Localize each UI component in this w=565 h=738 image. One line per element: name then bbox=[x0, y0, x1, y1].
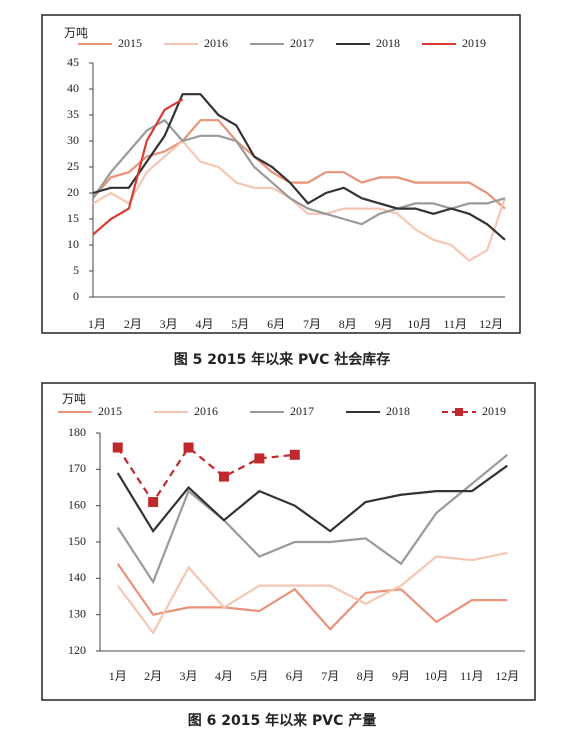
series-line bbox=[116, 563, 508, 631]
x-tick-label: 6月 bbox=[267, 317, 285, 331]
x-tick-label: 4月 bbox=[215, 669, 233, 683]
point-marker bbox=[183, 442, 194, 453]
y-tick-label: 160 bbox=[68, 497, 86, 511]
legend-label: 2019 bbox=[462, 36, 486, 50]
point-marker bbox=[148, 497, 159, 508]
x-tick-label: 1月 bbox=[109, 669, 127, 683]
legend-label: 2018 bbox=[376, 36, 400, 50]
point-marker bbox=[254, 453, 265, 464]
series-line bbox=[92, 93, 506, 241]
chart-frame bbox=[41, 382, 536, 701]
y-tick-label: 45 bbox=[67, 55, 79, 69]
y-tick-label: 140 bbox=[68, 570, 86, 584]
x-tick-label: 6月 bbox=[286, 669, 304, 683]
legend-label: 2019 bbox=[482, 404, 506, 418]
y-tick-label: 30 bbox=[67, 133, 79, 147]
y-tick-label: 130 bbox=[68, 606, 86, 620]
x-tick-label: 7月 bbox=[321, 669, 339, 683]
x-tick-label: 9月 bbox=[375, 317, 393, 331]
y-axis-label: 万吨 bbox=[64, 26, 88, 40]
x-tick-label: 5月 bbox=[250, 669, 268, 683]
legend-label: 2016 bbox=[204, 36, 228, 50]
x-tick-label: 11月 bbox=[443, 317, 467, 331]
x-tick-label: 10月 bbox=[424, 669, 448, 683]
x-tick-label: 9月 bbox=[392, 669, 410, 683]
legend-label: 2016 bbox=[194, 404, 218, 418]
series-line bbox=[92, 98, 184, 236]
y-tick-label: 5 bbox=[73, 263, 79, 277]
x-tick-label: 12月 bbox=[495, 669, 519, 683]
legend-label: 2017 bbox=[290, 36, 314, 50]
x-tick-label: 8月 bbox=[357, 669, 375, 683]
y-tick-label: 20 bbox=[67, 185, 79, 199]
chart-frame bbox=[41, 14, 521, 334]
y-tick-label: 25 bbox=[67, 159, 79, 173]
legend-label: 2017 bbox=[290, 404, 314, 418]
y-axis-label: 万吨 bbox=[62, 392, 86, 406]
x-tick-label: 2月 bbox=[124, 317, 142, 331]
y-tick-label: 170 bbox=[68, 461, 86, 475]
chart-title: 图 6 2015 年以来 PVC 产量 bbox=[188, 712, 376, 729]
x-tick-label: 4月 bbox=[195, 317, 213, 331]
y-tick-label: 40 bbox=[67, 81, 79, 95]
x-tick-label: 5月 bbox=[231, 317, 249, 331]
x-tick-label: 1月 bbox=[88, 317, 106, 331]
series-line bbox=[116, 445, 295, 505]
x-tick-label: 12月 bbox=[479, 317, 503, 331]
y-tick-label: 10 bbox=[67, 237, 79, 251]
point-marker bbox=[289, 449, 300, 460]
y-tick-label: 120 bbox=[68, 643, 86, 657]
series-line bbox=[92, 139, 507, 262]
point-marker bbox=[112, 442, 123, 453]
legend-label: 2015 bbox=[118, 36, 142, 50]
x-tick-label: 10月 bbox=[407, 317, 431, 331]
x-tick-label: 2月 bbox=[144, 669, 162, 683]
chart-title: 图 5 2015 年以来 PVC 社会库存 bbox=[174, 351, 390, 368]
point-marker bbox=[218, 471, 229, 482]
legend-marker bbox=[455, 408, 463, 416]
series-line bbox=[116, 464, 508, 534]
x-tick-label: 7月 bbox=[303, 317, 321, 331]
x-tick-label: 3月 bbox=[180, 669, 198, 683]
legend-label: 2015 bbox=[98, 404, 122, 418]
legend-label: 2018 bbox=[386, 404, 410, 418]
x-tick-label: 3月 bbox=[160, 317, 178, 331]
series-line bbox=[116, 453, 508, 585]
x-tick-label: 8月 bbox=[339, 317, 357, 331]
series-line bbox=[92, 118, 506, 226]
series-line bbox=[92, 119, 506, 210]
y-tick-label: 150 bbox=[68, 534, 86, 548]
y-tick-label: 0 bbox=[73, 289, 79, 303]
y-tick-label: 15 bbox=[67, 211, 79, 225]
series-line bbox=[116, 551, 508, 635]
y-tick-label: 35 bbox=[67, 107, 79, 121]
y-tick-label: 180 bbox=[68, 425, 86, 439]
x-tick-label: 11月 bbox=[460, 669, 484, 683]
